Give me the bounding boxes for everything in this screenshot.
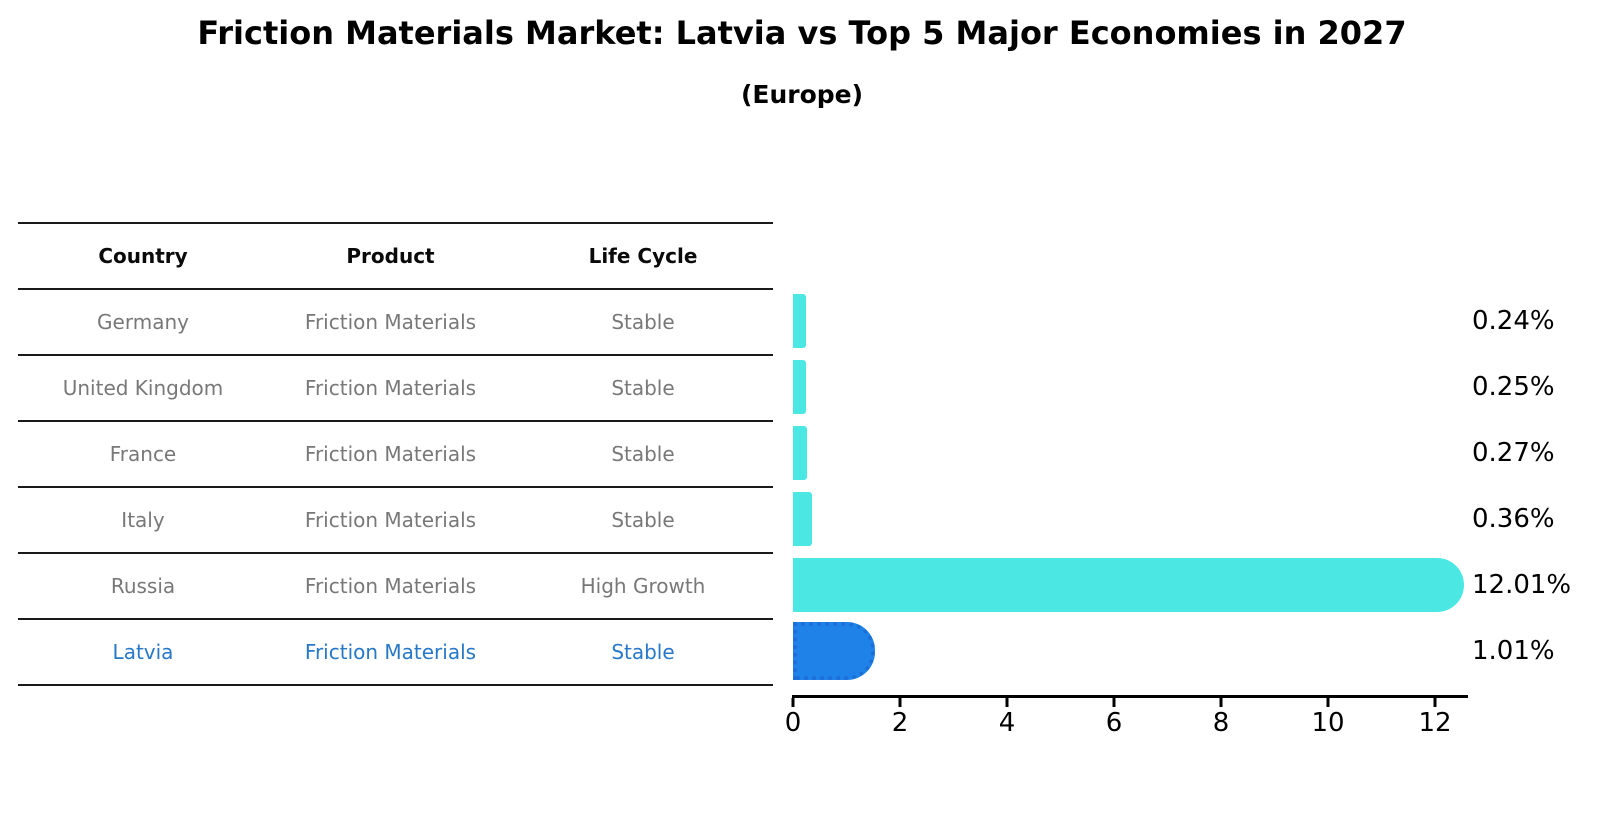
cell-life-cycle: Stable [611,508,675,532]
x-axis-tick [1433,698,1437,707]
cell-life-cycle: Stable [611,310,675,334]
x-axis-tick [1005,698,1009,707]
page-title: Friction Materials Market: Latvia vs Top… [197,14,1407,52]
header-country: Country [98,244,188,268]
cell-product: Friction Materials [304,640,477,664]
header-life-cycle: Life Cycle [588,244,698,268]
cell-country: Latvia [112,640,174,664]
table-header-row: Country Product Life Cycle [18,222,773,288]
cell-life-cycle: Stable [611,640,675,664]
x-tick-label: 2 [891,708,909,738]
value-label-latvia: 1.01% [1472,636,1555,666]
x-axis-tick [1326,698,1330,707]
x-tick-label: 12 [1418,708,1452,738]
table-row-latvia: Latvia Friction Materials Stable [18,618,773,686]
page-subtitle: (Europe) [740,80,864,109]
table-row-united-kingdom: United Kingdom Friction Materials Stable [18,354,773,420]
x-axis-tick [898,698,902,707]
cell-country: Russia [110,574,176,598]
header-product: Product [346,244,435,268]
cell-life-cycle: Stable [611,442,675,466]
x-tick-label: 0 [784,708,802,738]
x-tick-label: 10 [1311,708,1345,738]
cell-product: Friction Materials [304,310,477,334]
cell-life-cycle: High Growth [580,574,706,598]
bar-germany [793,294,806,348]
cell-country: France [109,442,177,466]
x-tick-label: 8 [1212,708,1230,738]
x-tick-label: 4 [998,708,1016,738]
x-axis-tick [791,698,795,707]
bar-latvia [793,622,875,680]
cell-product: Friction Materials [304,376,477,400]
x-axis-line [792,695,1468,698]
bar-italy [793,492,812,546]
value-label-germany: 0.24% [1472,306,1555,336]
value-label-united-kingdom: 0.25% [1472,372,1555,402]
table-row-france: France Friction Materials Stable [18,420,773,486]
x-tick-label: 6 [1105,708,1123,738]
cell-product: Friction Materials [304,442,477,466]
bar-united-kingdom [793,360,806,414]
table-row-germany: Germany Friction Materials Stable [18,288,773,354]
x-axis-tick [1219,698,1223,707]
value-label-russia: 12.01% [1472,570,1572,600]
cell-country: Italy [121,508,165,532]
cell-product: Friction Materials [304,574,477,598]
cell-country: Germany [97,310,189,334]
x-axis-tick [1112,698,1116,707]
value-label-italy: 0.36% [1472,504,1555,534]
bar-russia [793,558,1464,612]
bar-france [793,426,807,480]
value-label-france: 0.27% [1472,438,1555,468]
cell-country: United Kingdom [62,376,224,400]
cell-life-cycle: Stable [611,376,675,400]
cell-product: Friction Materials [304,508,477,532]
table-row-russia: Russia Friction Materials High Growth [18,552,773,618]
country-table: Country Product Life Cycle Germany Frict… [18,222,773,686]
table-row-italy: Italy Friction Materials Stable [18,486,773,552]
